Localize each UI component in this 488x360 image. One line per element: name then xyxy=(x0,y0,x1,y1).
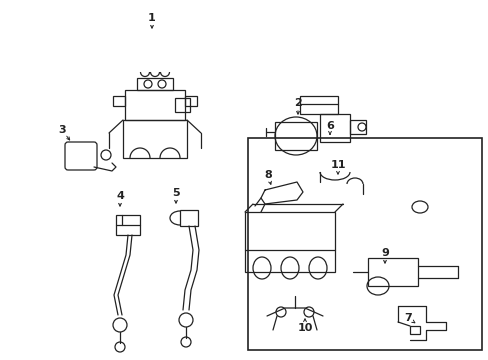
Text: 1: 1 xyxy=(148,13,156,23)
Text: 4: 4 xyxy=(116,191,123,201)
Bar xyxy=(113,96,125,106)
Bar xyxy=(319,114,349,142)
Bar xyxy=(244,212,334,272)
Bar xyxy=(299,96,337,114)
Bar xyxy=(184,96,197,106)
Bar xyxy=(180,210,198,226)
Bar xyxy=(409,326,419,334)
Bar xyxy=(123,120,186,158)
Bar xyxy=(247,138,481,350)
Bar xyxy=(367,258,417,286)
Text: 10: 10 xyxy=(297,323,312,333)
Text: 5: 5 xyxy=(172,188,180,198)
Bar xyxy=(137,78,173,90)
Text: 7: 7 xyxy=(403,313,411,323)
Text: 8: 8 xyxy=(264,170,271,180)
Text: 3: 3 xyxy=(58,125,66,135)
Bar xyxy=(175,98,190,112)
Bar xyxy=(349,120,365,134)
Text: 2: 2 xyxy=(293,98,301,108)
Text: 11: 11 xyxy=(329,160,345,170)
Text: 6: 6 xyxy=(325,121,333,131)
Bar xyxy=(274,122,316,150)
Text: 9: 9 xyxy=(380,248,388,258)
Bar xyxy=(125,90,184,120)
Bar xyxy=(116,215,140,235)
